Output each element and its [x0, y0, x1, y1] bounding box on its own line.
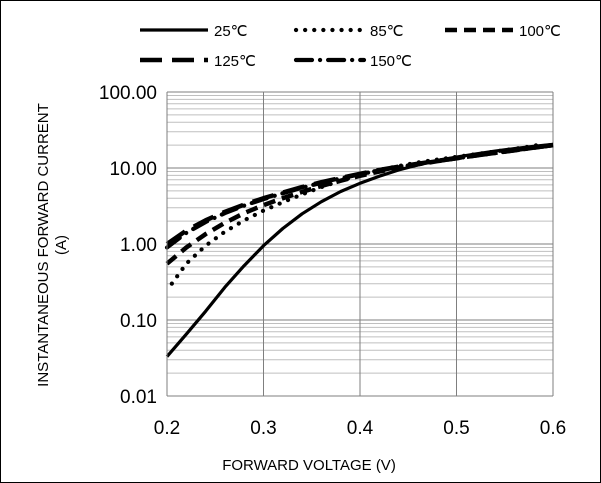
- x-axis-title: FORWARD VOLTAGE (V): [222, 457, 396, 474]
- x-tick-label: 0.3: [250, 418, 276, 439]
- legend-label-0: 25℃: [214, 23, 248, 40]
- legend-label-1: 85℃: [370, 23, 404, 40]
- legend-label-4: 150℃: [370, 53, 412, 70]
- grid-layer: [167, 92, 553, 396]
- x-tick-label: 0.6: [540, 418, 566, 439]
- y-axis-title-line1: INSTANTANEOUS FORWARD CURRENT: [35, 103, 52, 387]
- x-tick-label: 0.4: [347, 418, 374, 439]
- y-tick-label: 0.01: [120, 387, 157, 408]
- x-tick-label: 0.2: [154, 418, 180, 439]
- y-tick-label: 10.00: [109, 159, 157, 180]
- y-tick-label: 100.00: [99, 83, 157, 104]
- legend-label-2: 100℃: [519, 23, 561, 40]
- legend-label-3: 125℃: [214, 53, 256, 70]
- x-tick-label: 0.5: [443, 418, 469, 439]
- y-tick-label: 1.00: [120, 235, 157, 256]
- y-tick-label: 0.10: [120, 311, 157, 332]
- y-axis-title-line2: (A): [53, 235, 70, 255]
